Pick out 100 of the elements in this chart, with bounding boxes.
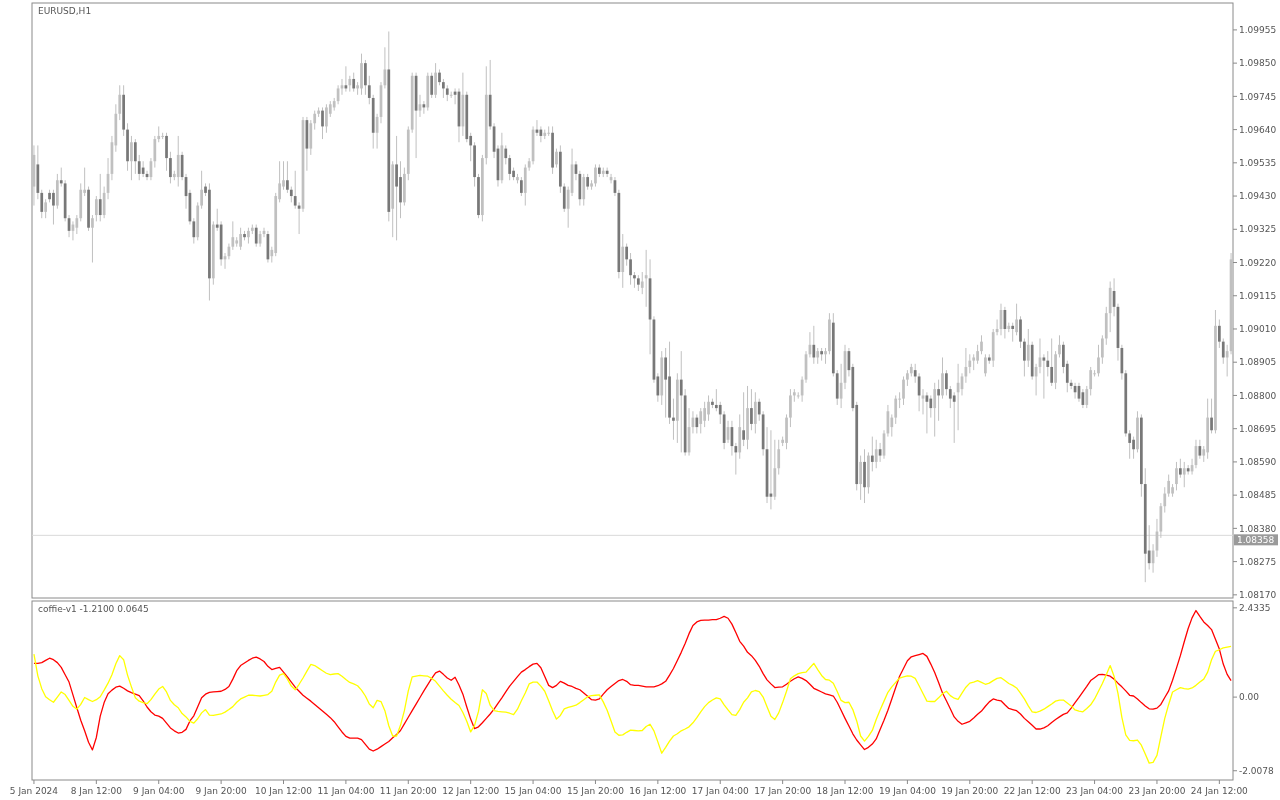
y-tick-label: 1.09010 <box>1239 324 1277 335</box>
candlestick <box>313 110 317 131</box>
y-tick-label: 1.09430 <box>1239 191 1277 202</box>
x-tick-label: 19 Jan 04:00 <box>878 786 937 796</box>
y-tick-label: -2.0078 <box>1239 765 1275 776</box>
candlestick <box>1050 337 1054 387</box>
x-tick-label: 11 Jan 20:00 <box>379 786 438 796</box>
candlestick <box>1221 337 1225 365</box>
candlestick <box>707 394 710 422</box>
x-tick-label: 24 Jan 12:00 <box>1190 786 1249 796</box>
candlestick <box>1023 337 1026 377</box>
candlestick <box>137 154 141 181</box>
candlestick <box>130 135 133 181</box>
y-tick-label: 1.08380 <box>1239 523 1277 534</box>
candlestick <box>980 334 983 355</box>
candlestick <box>1182 461 1186 488</box>
x-tick-label: 23 Jan 20:00 <box>1128 786 1186 796</box>
candlestick <box>44 198 48 219</box>
candlestick <box>1085 385 1089 409</box>
candlestick <box>562 182 566 213</box>
chart-title: coffie-v1 -1.2100 0.0645 <box>38 604 149 614</box>
x-tick-label: 11 Jan 04:00 <box>317 786 375 796</box>
candlestick <box>286 160 289 194</box>
candlestick <box>508 154 512 181</box>
candlestick <box>753 391 757 434</box>
candlestick <box>1015 303 1018 336</box>
candlestick <box>789 388 792 428</box>
x-tick-label: 17 Jan 04:00 <box>691 786 749 796</box>
candlestick <box>547 125 551 137</box>
candlestick <box>94 195 98 222</box>
candlestick <box>254 224 258 248</box>
y-tick-label: 1.09115 <box>1239 290 1277 301</box>
candlestick <box>874 439 878 469</box>
x-tick-label: 9 Jan 04:00 <box>133 786 185 796</box>
candlestick <box>321 106 324 140</box>
candlestick <box>902 375 905 406</box>
candlestick <box>812 325 816 365</box>
candlestick <box>91 214 94 264</box>
candlestick <box>165 132 168 172</box>
candlestick <box>40 189 44 219</box>
candlestick <box>941 356 944 400</box>
x-tick-label: 15 Jan 20:00 <box>566 786 625 796</box>
candlestick <box>367 75 371 105</box>
chart-title: EURUSD,H1 <box>38 6 92 16</box>
candlestick <box>1101 334 1104 365</box>
candlestick <box>352 72 356 93</box>
candlestick <box>695 413 699 434</box>
x-tick-label: 8 Jan 12:00 <box>70 786 123 796</box>
y-tick-label: 1.08170 <box>1239 589 1277 600</box>
candlestick <box>714 388 718 412</box>
candlestick <box>1058 334 1061 358</box>
y-tick-label: 2.4335 <box>1239 602 1271 613</box>
x-tick-label: 9 Jan 20:00 <box>195 786 248 796</box>
candlestick <box>434 62 437 99</box>
ref-line-label: 1.08358 <box>1237 534 1275 545</box>
candlestick <box>169 151 172 184</box>
candlestick <box>984 353 987 377</box>
candlestick <box>894 394 898 425</box>
y-tick-label: 1.09535 <box>1239 157 1277 168</box>
y-tick-label: 1.08590 <box>1239 457 1277 468</box>
candlestick <box>1128 429 1132 460</box>
candlestick <box>118 84 122 121</box>
y-tick-label: 1.08800 <box>1239 390 1277 401</box>
y-tick-label: 0.00 <box>1239 692 1260 703</box>
y-tick-label: 1.08695 <box>1239 423 1277 434</box>
candlestick <box>1019 315 1022 349</box>
candlestick <box>582 173 586 207</box>
candlestick <box>859 455 862 501</box>
candlestick <box>1089 366 1093 396</box>
x-tick-label: 23 Jan 04:00 <box>1066 786 1124 796</box>
y-tick-label: 1.08275 <box>1239 556 1277 567</box>
candlestick <box>133 138 137 175</box>
y-tick-label: 1.09745 <box>1239 91 1277 102</box>
y-tick-label: 1.08905 <box>1239 357 1277 368</box>
candlestick <box>364 59 367 96</box>
candlestick <box>1175 461 1178 491</box>
candlestick <box>976 344 979 365</box>
x-tick-label: 16 Jan 12:00 <box>629 786 687 796</box>
candlestick <box>777 439 781 476</box>
candlestick <box>395 135 398 241</box>
candlestick <box>176 135 180 188</box>
x-tick-label: 18 Jan 12:00 <box>816 786 874 796</box>
y-tick-label: 1.09220 <box>1239 257 1277 268</box>
candlestick <box>890 413 894 438</box>
candlestick <box>1011 322 1015 343</box>
y-tick-label: 1.09640 <box>1239 124 1277 135</box>
candlestick <box>679 350 683 453</box>
x-tick-label: 22 Jan 12:00 <box>1003 786 1061 796</box>
candlestick <box>555 148 558 169</box>
candlestick <box>442 78 445 99</box>
line-series <box>33 645 1232 764</box>
candlestick <box>200 170 203 210</box>
y-tick-label: 1.09955 <box>1239 25 1277 36</box>
candlestick <box>699 407 703 434</box>
candlestick <box>948 385 952 409</box>
candlestick <box>664 347 668 419</box>
candlestick <box>933 382 937 438</box>
candlestick <box>1097 344 1100 377</box>
x-tick-label: 19 Jan 20:00 <box>941 786 999 796</box>
candlestick <box>239 227 242 251</box>
